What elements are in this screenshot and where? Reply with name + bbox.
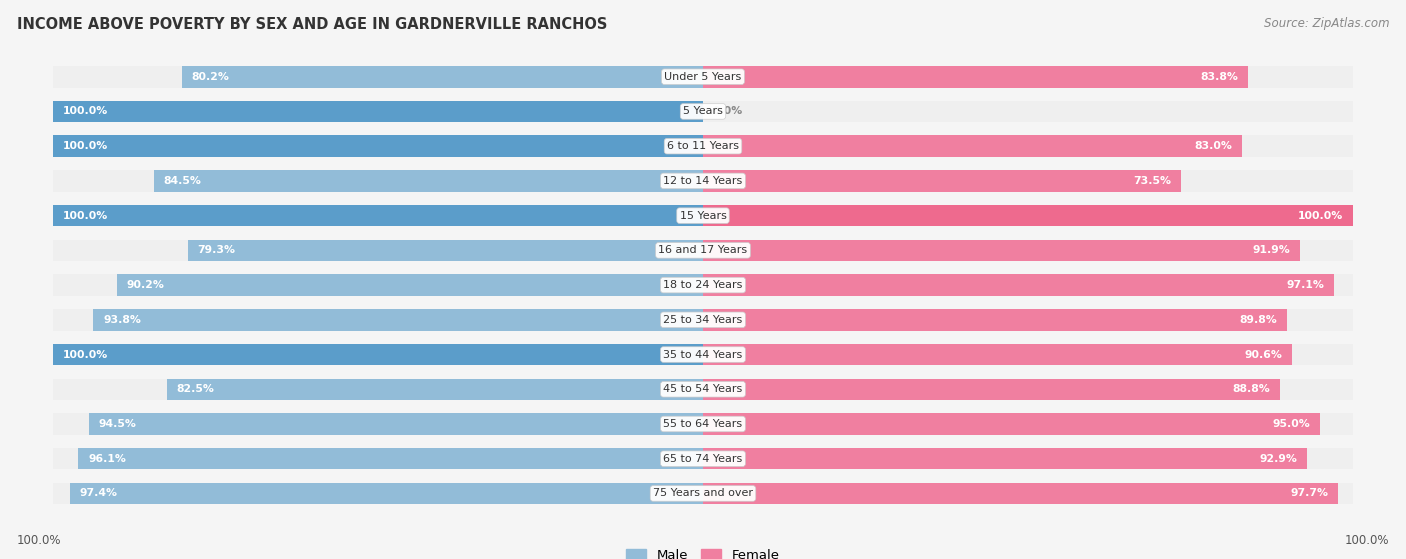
Text: 75 Years and over: 75 Years and over <box>652 489 754 499</box>
Text: 88.8%: 88.8% <box>1233 384 1271 394</box>
Text: 83.8%: 83.8% <box>1201 72 1237 82</box>
Bar <box>703 205 1353 226</box>
Bar <box>89 413 703 435</box>
Bar <box>53 135 703 157</box>
Bar <box>53 205 703 226</box>
Bar <box>703 482 1339 504</box>
Bar <box>53 344 703 366</box>
Text: 12 to 14 Years: 12 to 14 Years <box>664 176 742 186</box>
Bar <box>703 274 1334 296</box>
Bar <box>703 413 1320 435</box>
Bar <box>181 66 703 88</box>
Text: 100.0%: 100.0% <box>63 106 108 116</box>
Text: 73.5%: 73.5% <box>1133 176 1171 186</box>
Text: Source: ZipAtlas.com: Source: ZipAtlas.com <box>1264 17 1389 30</box>
Bar <box>53 448 1353 470</box>
Text: 97.1%: 97.1% <box>1286 280 1324 290</box>
Bar <box>53 344 1353 366</box>
Bar <box>53 205 1353 226</box>
Bar <box>167 378 703 400</box>
Bar <box>53 378 1353 400</box>
Text: 6 to 11 Years: 6 to 11 Years <box>666 141 740 151</box>
Text: 0.0%: 0.0% <box>713 106 742 116</box>
Bar <box>703 170 1181 192</box>
Bar <box>70 482 703 504</box>
Bar <box>703 448 1306 470</box>
Bar <box>53 240 1353 261</box>
Bar <box>53 135 1353 157</box>
Text: 97.7%: 97.7% <box>1291 489 1329 499</box>
Text: 45 to 54 Years: 45 to 54 Years <box>664 384 742 394</box>
Text: 82.5%: 82.5% <box>177 384 215 394</box>
Text: 100.0%: 100.0% <box>17 534 62 547</box>
Text: 97.4%: 97.4% <box>80 489 118 499</box>
Bar <box>53 309 1353 330</box>
Bar <box>53 274 1353 296</box>
Bar <box>53 101 703 122</box>
Bar <box>703 309 1286 330</box>
Text: 90.6%: 90.6% <box>1244 349 1282 359</box>
Bar <box>53 170 1353 192</box>
Bar <box>703 378 1279 400</box>
Text: 100.0%: 100.0% <box>63 211 108 221</box>
Text: 100.0%: 100.0% <box>1298 211 1343 221</box>
Text: 15 Years: 15 Years <box>679 211 727 221</box>
Text: 93.8%: 93.8% <box>103 315 141 325</box>
Bar <box>703 66 1247 88</box>
Text: 18 to 24 Years: 18 to 24 Years <box>664 280 742 290</box>
Text: 95.0%: 95.0% <box>1272 419 1310 429</box>
Text: 96.1%: 96.1% <box>89 454 127 464</box>
Text: 55 to 64 Years: 55 to 64 Years <box>664 419 742 429</box>
Legend: Male, Female: Male, Female <box>621 543 785 559</box>
Bar <box>187 240 703 261</box>
Text: Under 5 Years: Under 5 Years <box>665 72 741 82</box>
Text: 83.0%: 83.0% <box>1195 141 1233 151</box>
Bar <box>53 413 1353 435</box>
Text: 92.9%: 92.9% <box>1260 454 1298 464</box>
Text: 80.2%: 80.2% <box>191 72 229 82</box>
Bar <box>703 135 1243 157</box>
Text: 100.0%: 100.0% <box>1344 534 1389 547</box>
Bar <box>153 170 703 192</box>
Bar <box>93 309 703 330</box>
Text: 100.0%: 100.0% <box>63 141 108 151</box>
Bar <box>53 66 1353 88</box>
Text: 90.2%: 90.2% <box>127 280 165 290</box>
Bar <box>703 344 1292 366</box>
Text: 94.5%: 94.5% <box>98 419 136 429</box>
Bar <box>53 101 1353 122</box>
Text: 25 to 34 Years: 25 to 34 Years <box>664 315 742 325</box>
Text: 91.9%: 91.9% <box>1253 245 1291 255</box>
Bar <box>79 448 703 470</box>
Bar <box>117 274 703 296</box>
Text: INCOME ABOVE POVERTY BY SEX AND AGE IN GARDNERVILLE RANCHOS: INCOME ABOVE POVERTY BY SEX AND AGE IN G… <box>17 17 607 32</box>
Text: 89.8%: 89.8% <box>1239 315 1277 325</box>
Text: 5 Years: 5 Years <box>683 106 723 116</box>
Text: 16 and 17 Years: 16 and 17 Years <box>658 245 748 255</box>
Text: 65 to 74 Years: 65 to 74 Years <box>664 454 742 464</box>
Bar <box>53 482 1353 504</box>
Bar <box>703 240 1301 261</box>
Text: 84.5%: 84.5% <box>163 176 201 186</box>
Text: 35 to 44 Years: 35 to 44 Years <box>664 349 742 359</box>
Text: 100.0%: 100.0% <box>63 349 108 359</box>
Text: 79.3%: 79.3% <box>197 245 235 255</box>
